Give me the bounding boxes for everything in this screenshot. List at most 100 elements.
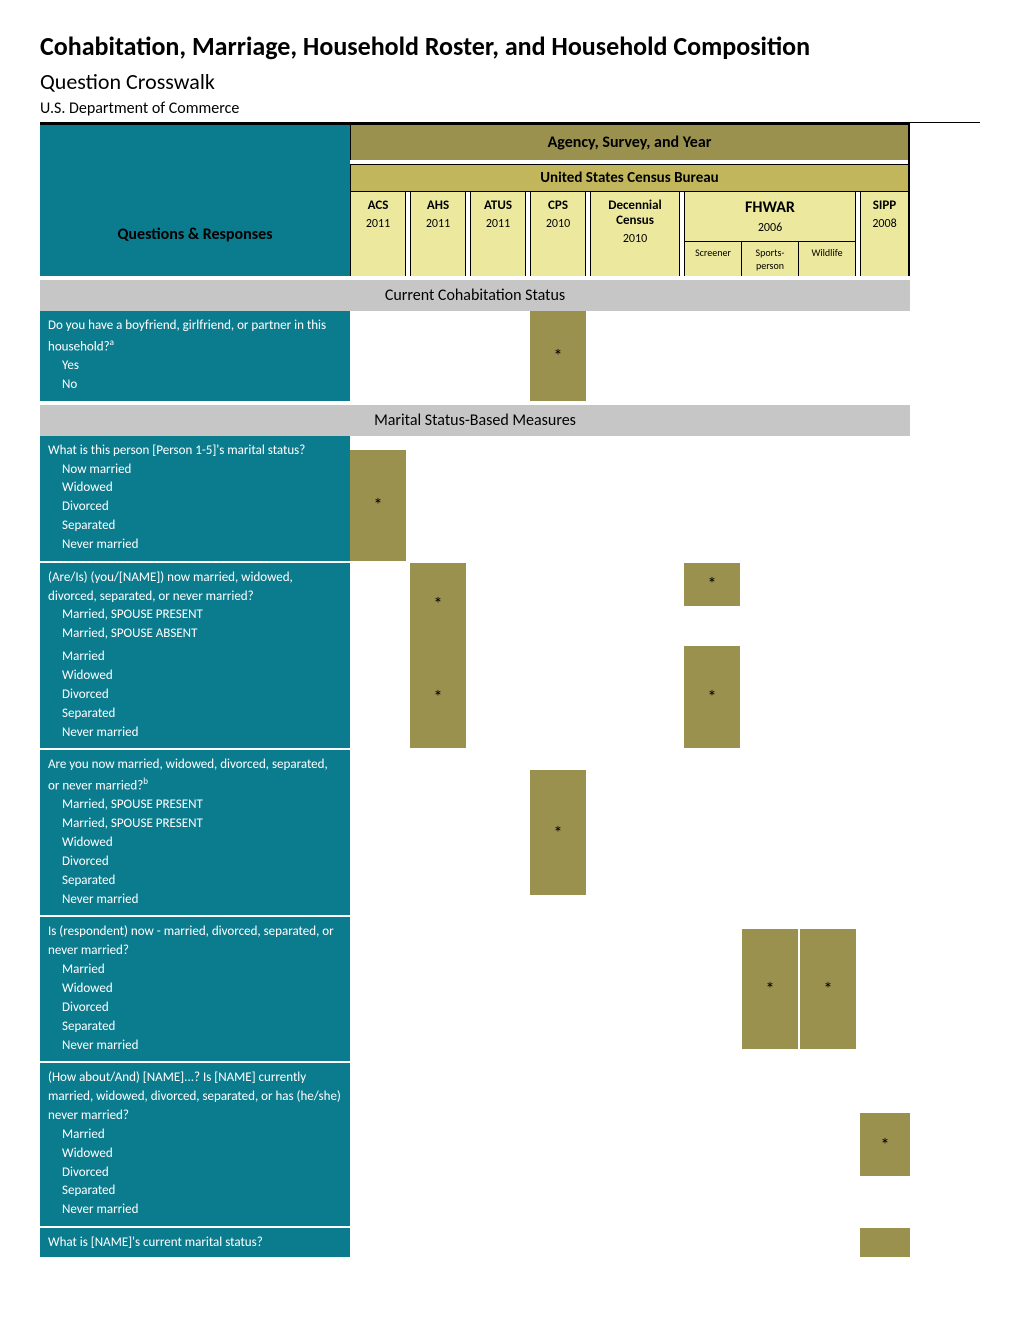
- response: Divorced: [48, 853, 342, 872]
- response: Separated: [48, 1018, 342, 1037]
- col-decennial: Decennial Census 2010: [590, 192, 680, 276]
- footnote: b: [143, 776, 148, 787]
- response: Married: [48, 1126, 342, 1145]
- mark-acs: [350, 1063, 406, 1226]
- mark-dec: [590, 750, 680, 915]
- mark-sipp: [860, 750, 910, 915]
- mark-acs: [350, 750, 406, 915]
- survey-year: 2010: [591, 230, 679, 252]
- mark-dec: [590, 436, 680, 561]
- response: Widowed: [48, 1145, 342, 1164]
- mark-cps: [530, 1228, 586, 1257]
- response: Never married: [48, 1037, 342, 1056]
- mark-acs: [350, 563, 406, 646]
- section-header: Marital Status-Based Measures: [40, 401, 910, 436]
- mark-cps: *: [530, 770, 586, 895]
- mark-cps: [530, 563, 586, 646]
- department-line: U.S. Department of Commerce: [40, 99, 980, 123]
- mark-sipp: [860, 436, 910, 561]
- response: Separated: [48, 705, 342, 724]
- mark-wildlife: [800, 563, 856, 646]
- question-cell: What is [NAME]'s current marital status?: [40, 1228, 350, 1257]
- mark-sports: [742, 311, 798, 401]
- mark-sports: [742, 563, 798, 646]
- header-bureau: United States Census Bureau: [350, 164, 910, 192]
- header-left-blank: [40, 164, 350, 192]
- response: Never married: [48, 1201, 342, 1220]
- col-acs: ACS 2011: [350, 192, 406, 276]
- mark-wildlife: [800, 750, 856, 915]
- footnote: a: [110, 337, 114, 348]
- mark-atus: [470, 436, 526, 561]
- mark-sipp: [860, 646, 910, 748]
- mark-ahs: *: [410, 646, 466, 748]
- mark-screener: [684, 917, 740, 1061]
- response: Divorced: [48, 686, 342, 705]
- col-atus: ATUS 2011: [470, 192, 526, 276]
- mark-dec: [590, 646, 680, 748]
- mark-atus: [470, 563, 526, 646]
- survey-year: 2008: [861, 215, 908, 237]
- response: Widowed: [48, 667, 342, 686]
- question-cell: (Are/Is) (you/[NAME]) now married, widow…: [40, 563, 350, 646]
- question-text: (Are/Is) (you/[NAME]) now married, widow…: [48, 570, 293, 604]
- response: Married, SPOUSE PRESENT: [48, 606, 342, 625]
- survey-name: ATUS: [471, 192, 525, 215]
- survey-year: 2011: [471, 215, 525, 237]
- fhwar-sub-screener: Screener: [685, 242, 742, 276]
- mark-cps: *: [530, 311, 586, 401]
- response: Divorced: [48, 1164, 342, 1183]
- survey-year: 2011: [411, 215, 465, 237]
- survey-name: FHWAR: [743, 192, 797, 219]
- survey-name: ACS: [351, 192, 405, 215]
- mark-wildlife: [800, 1228, 856, 1257]
- survey-year: 2011: [351, 215, 405, 237]
- mark-sports: [742, 436, 798, 561]
- mark-screener: [684, 1228, 740, 1257]
- crosswalk-grid: Agency, Survey, and Year United States C…: [40, 123, 980, 1257]
- header-agency: Agency, Survey, and Year: [350, 123, 910, 160]
- fhwar-sub-sports: Sports-person: [742, 242, 799, 276]
- mark-screener: [684, 311, 740, 401]
- response: Divorced: [48, 498, 342, 517]
- survey-name: SIPP: [861, 192, 908, 215]
- col-fhwar: FHWAR 2006 Screener Sports-person Wildli…: [684, 192, 856, 276]
- col-cps: CPS 2010: [530, 192, 586, 276]
- mark-cps: [530, 917, 586, 1061]
- col-ahs: AHS 2011: [410, 192, 466, 276]
- page-subtitle: Question Crosswalk: [40, 68, 980, 95]
- response: Widowed: [48, 980, 342, 999]
- question-text: Are you now married, widowed, divorced, …: [48, 757, 328, 793]
- mark-screener: *: [684, 646, 740, 748]
- response: Separated: [48, 1182, 342, 1201]
- response: No: [48, 376, 342, 395]
- response: Separated: [48, 872, 342, 891]
- fhwar-sub-wildlife: Wildlife: [799, 242, 855, 276]
- mark-acs: [350, 917, 406, 1061]
- mark-wildlife: [800, 1063, 856, 1226]
- mark-wildlife: [800, 436, 856, 561]
- mark-wildlife: [800, 311, 856, 401]
- mark-sports: [742, 646, 798, 748]
- mark-screener: *: [684, 563, 740, 606]
- mark-dec: [590, 563, 680, 646]
- mark-atus: [470, 750, 526, 915]
- mark-sports: *: [742, 929, 798, 1049]
- mark-sports: [742, 750, 798, 915]
- question-text: Do you have a boyfriend, girlfriend, or …: [48, 318, 326, 354]
- response: Separated: [48, 517, 342, 536]
- mark-atus: [470, 917, 526, 1061]
- mark-wildlife: [800, 646, 856, 748]
- mark-sipp: *: [860, 1113, 910, 1176]
- mark-acs: *: [350, 450, 406, 561]
- survey-year: 2006: [756, 219, 784, 241]
- question-cell: Do you have a boyfriend, girlfriend, or …: [40, 311, 350, 401]
- response: Widowed: [48, 834, 342, 853]
- mark-atus: [470, 646, 526, 748]
- response: Widowed: [48, 479, 342, 498]
- mark-acs: [350, 311, 406, 401]
- question-cell: What is this person [Person 1-5]'s marit…: [40, 436, 350, 561]
- mark-ahs: [410, 311, 466, 401]
- question-cell-cont: Married Widowed Divorced Separated Never…: [40, 646, 350, 748]
- mark-sipp: [860, 917, 910, 1061]
